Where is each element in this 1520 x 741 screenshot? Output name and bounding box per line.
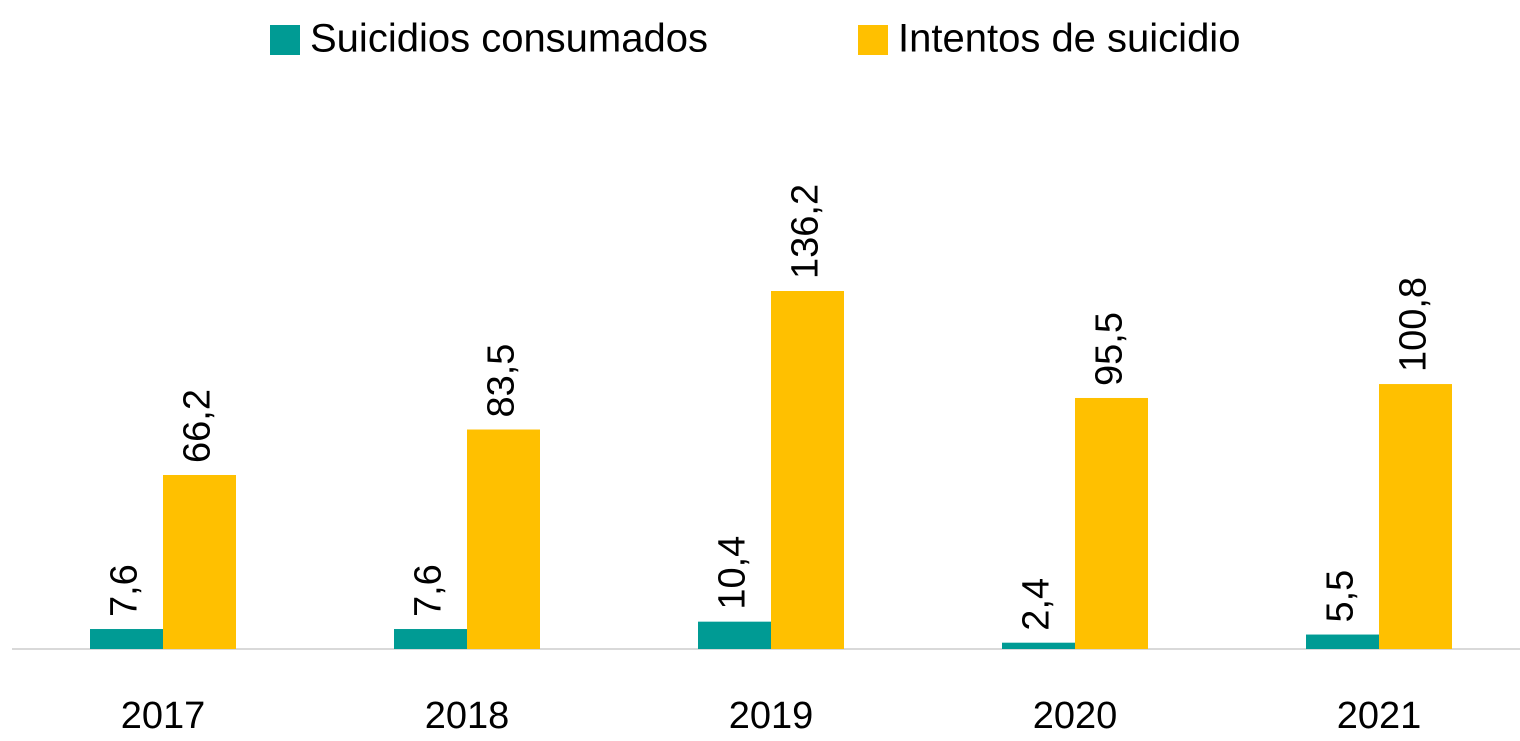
bar (698, 621, 771, 649)
x-tick-label: 2017 (121, 695, 206, 737)
bar (394, 629, 467, 649)
x-tick-label: 2021 (1337, 695, 1422, 737)
data-label: 100,8 (1393, 277, 1435, 372)
x-tick-label: 2018 (425, 695, 510, 737)
bar (1075, 397, 1148, 649)
x-tick-label: 2020 (1033, 695, 1118, 737)
legend-label: Suicidios consumados (310, 17, 708, 61)
x-tick-label: 2019 (729, 695, 814, 737)
bar (1379, 384, 1452, 649)
legend: Suicidios consumados Intentos de suicidio (270, 17, 1240, 61)
bar (90, 629, 163, 649)
data-label: 95,5 (1089, 312, 1131, 386)
legend-label: Intentos de suicidio (898, 17, 1240, 61)
legend-swatch (858, 25, 888, 55)
legend-swatch (270, 25, 300, 55)
data-label: 7,6 (408, 564, 450, 617)
bar (467, 429, 540, 649)
data-label: 2,4 (1016, 578, 1058, 631)
data-label: 10,4 (712, 536, 754, 610)
data-label: 66,2 (177, 389, 219, 463)
data-label: 136,2 (785, 184, 827, 279)
bar (163, 474, 236, 649)
bar (1002, 642, 1075, 649)
data-label: 5,5 (1320, 570, 1362, 623)
bar (1306, 634, 1379, 649)
bar (771, 291, 844, 649)
data-label: 83,5 (481, 344, 523, 418)
data-label: 7,6 (104, 564, 146, 617)
